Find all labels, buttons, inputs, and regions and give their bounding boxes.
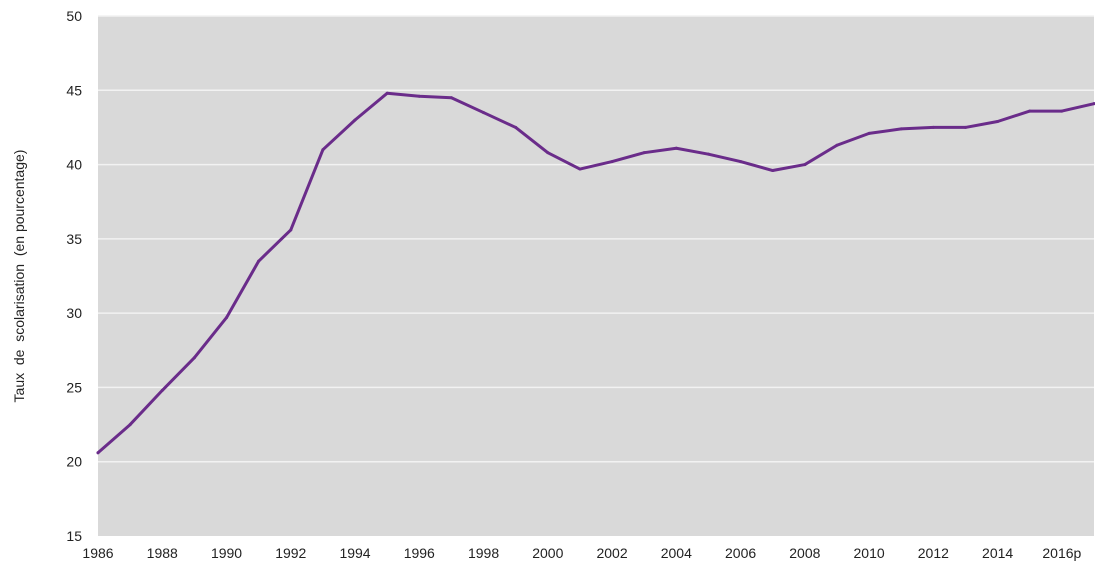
x-tick-label: 2008 — [789, 545, 820, 561]
data-point — [931, 125, 935, 129]
data-point — [771, 169, 775, 173]
x-tick-label: 2004 — [661, 545, 692, 561]
data-point — [160, 388, 164, 392]
data-point — [417, 94, 421, 98]
data-point — [835, 143, 839, 147]
y-axis-label: Taux de scolarisation (en pourcentage) — [11, 150, 27, 403]
y-axis-tick-labels: 15 20 25 30 35 40 45 50 — [66, 8, 82, 544]
x-tick-label: 2002 — [596, 545, 627, 561]
data-point — [289, 228, 293, 232]
y-tick-label: 45 — [66, 82, 82, 98]
data-point — [642, 151, 646, 155]
x-tick-label: 2016p — [1042, 545, 1081, 561]
data-point — [321, 148, 325, 152]
x-tick-label: 1990 — [211, 545, 242, 561]
data-point — [867, 131, 871, 135]
data-point — [1092, 102, 1095, 106]
data-point — [1060, 109, 1064, 113]
data-point — [803, 163, 807, 167]
data-point — [385, 91, 389, 95]
y-tick-label: 35 — [66, 231, 82, 247]
x-tick-label: 1986 — [82, 545, 113, 561]
data-point — [514, 125, 518, 129]
data-point — [1028, 109, 1032, 113]
data-point — [257, 259, 261, 263]
data-points — [96, 91, 1095, 455]
data-point — [192, 356, 196, 360]
y-tick-label: 25 — [66, 379, 82, 395]
data-point — [899, 127, 903, 131]
y-tick-label: 30 — [66, 305, 82, 321]
x-tick-label: 1988 — [147, 545, 178, 561]
y-tick-label: 50 — [66, 8, 82, 24]
x-axis-tick-labels: 1986 1988 1990 1992 1994 1996 1998 2000 2002 2004… — [82, 545, 1081, 561]
data-point — [353, 118, 357, 122]
data-point — [578, 167, 582, 171]
x-tick-label: 1996 — [404, 545, 435, 561]
x-tick-label: 2010 — [854, 545, 885, 561]
series-line — [96, 91, 1095, 455]
x-tick-label: 1992 — [275, 545, 306, 561]
x-tick-label: 2006 — [725, 545, 756, 561]
data-point — [674, 146, 678, 150]
y-tick-label: 15 — [66, 528, 82, 544]
data-point — [482, 111, 486, 115]
x-tick-label: 2000 — [532, 545, 563, 561]
plot-background — [98, 16, 1094, 536]
x-tick-label: 2012 — [918, 545, 949, 561]
x-tick-label: 1998 — [468, 545, 499, 561]
data-point — [546, 151, 550, 155]
data-point — [963, 125, 967, 129]
data-point — [610, 160, 614, 164]
data-point — [96, 451, 100, 455]
data-point — [225, 316, 229, 320]
data-point — [449, 96, 453, 100]
y-tick-label: 20 — [66, 454, 82, 470]
x-tick-label: 1994 — [339, 545, 370, 561]
x-tick-label: 2014 — [982, 545, 1013, 561]
data-point — [739, 160, 743, 164]
data-point — [128, 423, 132, 427]
y-tick-label: 40 — [66, 157, 82, 173]
data-point — [996, 119, 1000, 123]
data-point — [706, 152, 710, 156]
